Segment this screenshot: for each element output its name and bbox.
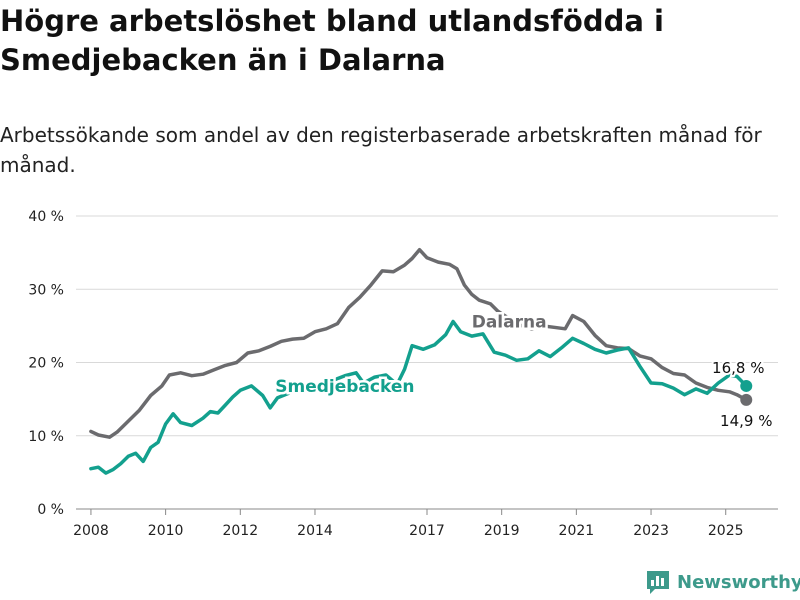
y-tick-label: 40 % (28, 209, 64, 225)
end-value-label-dalarna: 14,9 % (720, 412, 772, 430)
brand-name: Newsworthy (677, 571, 800, 593)
series-lines (89, 247, 753, 475)
y-axis-ticks: 0 % 10 % 20 % 30 % 40 % (28, 209, 64, 518)
x-tick-label: 2025 (708, 523, 744, 539)
end-point-smedjebacken (740, 379, 753, 392)
y-tick-label: 10 % (28, 429, 64, 445)
y-tick-label: 30 % (28, 282, 64, 298)
x-axis-ticks: 2008 2010 2012 2014 2017 2019 2021 2023 2025 (73, 509, 744, 539)
x-tick-label: 2021 (559, 523, 595, 539)
x-tick-label: 2019 (484, 523, 520, 539)
end-value-label-smedjebacken: 16,8 % (712, 359, 764, 377)
x-tick-label: 2017 (409, 523, 445, 539)
series-labels: 14,9 % 16,8 % Dalarna Smedjebacken (273, 310, 775, 432)
y-tick-label: 0 % (37, 502, 64, 518)
x-tick-label: 2023 (633, 523, 669, 539)
series-name-label-smedjebacken: Smedjebacken (275, 377, 414, 397)
y-tick-label: 20 % (28, 356, 64, 372)
chart-subtitle: Arbetssökande som andel av den registerb… (0, 123, 762, 177)
x-tick-label: 2012 (222, 523, 258, 539)
x-tick-label: 2014 (297, 523, 333, 539)
chart-title: Högre arbetslöshet bland utlandsfödda i … (0, 4, 664, 77)
series-name-label-dalarna: Dalarna (472, 312, 547, 332)
line-chart: 0 % 10 % 20 % 30 % 40 % 2008 2010 2012 2014 2017… (28, 209, 778, 539)
bar-chart-logo-icon (647, 571, 669, 594)
gridlines (76, 215, 778, 510)
series-line-smedjebacken (89, 319, 749, 475)
end-point-dalarna (740, 393, 753, 406)
series-line-dalarna (89, 247, 749, 439)
x-tick-label: 2008 (73, 523, 109, 539)
newsworthy-logo: Newsworthy (645, 568, 800, 596)
x-tick-label: 2010 (148, 523, 184, 539)
